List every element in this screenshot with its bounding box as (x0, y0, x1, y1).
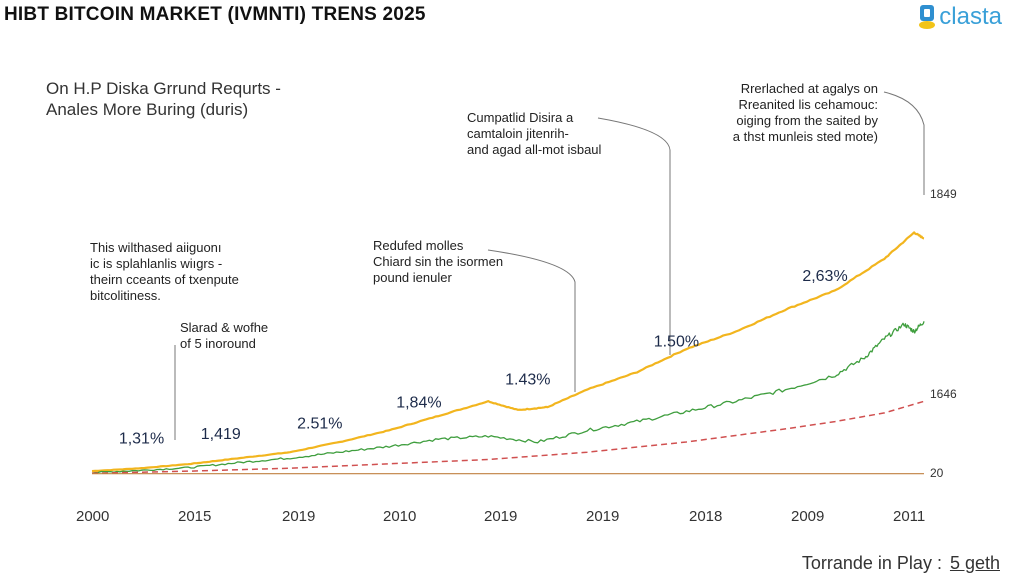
leader-line (487, 249, 576, 392)
annotation-line: of 5 inoround (180, 336, 256, 351)
annotation-middle: Redufed molles Chiard sin the isormen po… (373, 238, 503, 286)
annotation-line: and agad all-mot isbaul (467, 142, 602, 157)
annotation-leaders (174, 91, 925, 440)
chart-subtitle: On H.P Diska Grrund Requrts - Anales Mor… (46, 78, 281, 120)
annotation-line: This wilthased aiiguonı (90, 240, 222, 255)
subtitle-line: Anales More Buring (duris) (46, 100, 249, 119)
footer-value[interactable]: 5 geth (949, 553, 1000, 573)
data-label: 2.51% (297, 416, 342, 433)
annotation-line: a thst munleis sted mote) (732, 129, 878, 144)
logo-badge-icon (919, 5, 936, 29)
x-tick-label: 2015 (178, 508, 212, 525)
annotation-center-top: Cumpatlid Disira a camtaloin jitenrih- a… (467, 110, 601, 158)
footer-label: Torrande in Play : (801, 553, 942, 573)
annotation-line: oiging from the saited by (736, 113, 878, 128)
annotation-line: Rrerlached at agalys on (740, 81, 878, 96)
footer-caption: Torrande in Play : 5 geth (802, 553, 1000, 574)
series-red-dashed-line (91, 400, 925, 475)
annotation-line: Slarad & wofhe (180, 320, 269, 335)
x-tick-label: 2019 (484, 508, 518, 525)
annotation-line: Rreanited lis cehamouc: (738, 97, 878, 112)
annotation-line: Cumpatlid Disira a (467, 110, 574, 125)
x-tick-label: 2000 (76, 508, 110, 525)
x-tick-label: 2010 (383, 508, 417, 525)
chart-title: HIBT BITCOIN MARKET (IVMNTI) TRENS 2025 (4, 4, 426, 25)
data-label: 1.43% (505, 371, 550, 388)
x-tick-label: 2019 (282, 508, 316, 525)
brand-logo[interactable]: clasta (917, 3, 1002, 31)
data-label: 1,31% (119, 430, 164, 447)
data-label: 2,63% (802, 268, 847, 285)
annotation-line: Redufed molles (373, 238, 464, 253)
data-label-layer: 1,31% 1,419 2.51% 1,84% 1.43% 1.50% 2,63% (119, 268, 848, 447)
subtitle-line: On H.P Diska Grrund Requrts - (46, 79, 281, 98)
annotation-line: ic is splahlanlis wiıgrs - (90, 256, 223, 271)
annotation-lower-left: Slarad & wofhe of 5 inoround (180, 320, 268, 352)
y-tick-label: 1646 (930, 387, 957, 401)
data-label: 1.50% (654, 334, 699, 351)
leader-line (883, 91, 925, 195)
series-green-line (91, 321, 925, 474)
y-tick-label: 1849 (930, 187, 957, 201)
annotation-right-top: Rrerlached at agalys on Rreanited lis ce… (708, 81, 878, 145)
annotation-left: This wilthased aiiguonı ic is splahlanli… (90, 240, 239, 304)
x-tick-label: 2019 (586, 508, 620, 525)
x-tick-label: 2011 (893, 508, 926, 525)
series-gold-line (91, 231, 925, 473)
x-tick-label: 2009 (791, 508, 825, 525)
x-tick-label: 2018 (689, 508, 723, 525)
annotation-line: theirn cceants of txenpute (90, 272, 239, 287)
annotation-line: pound ienuler (373, 270, 452, 285)
data-label: 1,84% (396, 395, 441, 412)
annotation-line: Chiard sin the isormen (373, 254, 504, 269)
annotation-line: camtaloin jitenrih- (467, 126, 569, 141)
annotation-line: bitcolitiness. (90, 288, 161, 303)
data-label: 1,419 (201, 426, 241, 443)
y-tick-label: 20 (930, 466, 944, 480)
logo-text: clasta (939, 3, 1002, 30)
series-layer (91, 231, 925, 475)
leader-line (597, 117, 671, 355)
